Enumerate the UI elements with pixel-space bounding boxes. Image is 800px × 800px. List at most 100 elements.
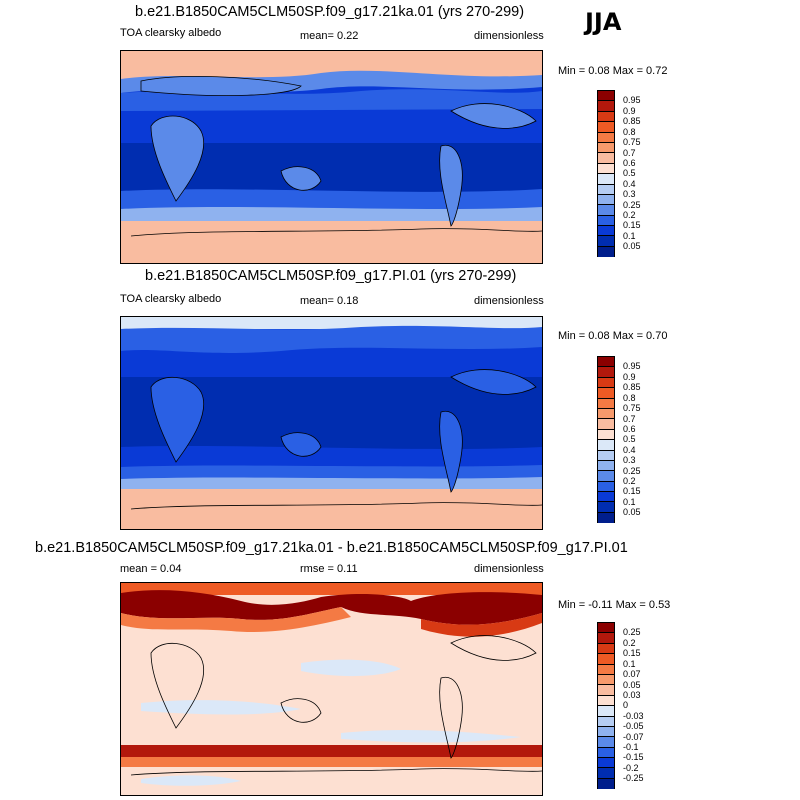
colorbar-tick-label: 0.95 — [623, 95, 641, 105]
colorbar-tick-label: 0.5 — [623, 168, 636, 178]
panel-2-variable: TOA clearsky albedo — [120, 293, 222, 305]
colorbar-tick-label: 0.3 — [623, 455, 636, 465]
colorbar-tick-label: 0.2 — [623, 210, 636, 220]
colorbar-tick-label: 0.25 — [623, 200, 641, 210]
colorbar-tick-label: 0.6 — [623, 158, 636, 168]
colorbar-tick-label: 0.85 — [623, 382, 641, 392]
colorbar-tick-label: 0.25 — [623, 627, 641, 637]
colorbar-swatch — [598, 215, 614, 227]
colorbar-swatch — [598, 726, 614, 738]
colorbar-tick-label: 0.15 — [623, 486, 641, 496]
colorbar-swatch — [598, 226, 614, 237]
colorbar-tick-label: 0.85 — [623, 116, 641, 126]
colorbar-tick-label: 0.4 — [623, 445, 636, 455]
colorbar-tick-label: 0 — [623, 700, 629, 710]
colorbar-tick-label: 0.05 — [623, 507, 641, 517]
panel-3-units: dimensionless — [474, 563, 544, 575]
colorbar-tick-label: -0.1 — [623, 742, 639, 752]
panel-3-colorbar — [597, 622, 615, 790]
colorbar-tick-label: 0.05 — [623, 241, 641, 251]
colorbar-swatch — [598, 440, 614, 451]
colorbar-swatch — [598, 481, 614, 493]
colorbar-tick-label: 0.9 — [623, 372, 636, 382]
colorbar-swatch — [598, 111, 614, 123]
colorbar-tick-label: 0.3 — [623, 189, 636, 199]
colorbar-swatch — [598, 716, 614, 727]
colorbar-tick-label: 0.75 — [623, 137, 641, 147]
colorbar-swatch — [598, 768, 614, 779]
colorbar-tick-label: 0.1 — [623, 659, 636, 669]
colorbar-swatch — [598, 388, 614, 399]
colorbar-swatch — [598, 194, 614, 206]
colorbar-swatch — [598, 492, 614, 503]
colorbar-swatch — [598, 246, 614, 258]
colorbar-tick-label: 0.05 — [623, 680, 641, 690]
panel-2-units: dimensionless — [474, 295, 544, 307]
panel-3-map — [120, 582, 543, 796]
colorbar-swatch — [598, 236, 614, 247]
colorbar-swatch — [598, 758, 614, 769]
colorbar-tick-label: 0.1 — [623, 231, 636, 241]
colorbar-tick-label: 0.2 — [623, 638, 636, 648]
colorbar-swatch — [598, 367, 614, 378]
colorbar-tick-label: 0.1 — [623, 497, 636, 507]
colorbar-tick-label: 0.7 — [623, 414, 636, 424]
colorbar-tick-label: 0.7 — [623, 148, 636, 158]
colorbar-swatch — [598, 122, 614, 133]
panel-2-colorbar — [597, 356, 615, 524]
colorbar-tick-label: -0.25 — [623, 773, 644, 783]
colorbar-tick-label: 0.95 — [623, 361, 641, 371]
colorbar-tick-label: -0.03 — [623, 711, 644, 721]
colorbar-swatch — [598, 685, 614, 696]
panel-3-mean: mean = 0.04 — [120, 563, 182, 575]
panel-1-minmax: Min = 0.08 Max = 0.72 — [558, 65, 668, 77]
colorbar-swatch — [598, 408, 614, 420]
colorbar-tick-label: 0.75 — [623, 403, 641, 413]
panel-2-minmax: Min = 0.08 Max = 0.70 — [558, 330, 668, 342]
colorbar-swatch — [598, 502, 614, 513]
colorbar-swatch — [598, 153, 614, 164]
colorbar-tick-label: 0.15 — [623, 220, 641, 230]
colorbar-swatch — [598, 674, 614, 686]
colorbar-swatch — [598, 460, 614, 472]
colorbar-swatch — [598, 623, 614, 634]
panel-1-map — [120, 50, 543, 264]
colorbar-swatch — [598, 429, 614, 441]
panel-1-units: dimensionless — [474, 30, 544, 42]
colorbar-tick-label: 0.8 — [623, 127, 636, 137]
colorbar-tick-label: 0.4 — [623, 179, 636, 189]
colorbar-tick-label: 0.9 — [623, 106, 636, 116]
panel-2-title: b.e21.B1850CAM5CLM50SP.f09_g17.PI.01 (yr… — [145, 268, 517, 284]
panel-3-rmse: rmse = 0.11 — [300, 563, 358, 575]
colorbar-tick-label: -0.07 — [623, 732, 644, 742]
season-label: JJA — [585, 8, 622, 36]
colorbar-tick-label: 0.5 — [623, 434, 636, 444]
colorbar-swatch — [598, 174, 614, 185]
panel-3-minmax: Min = -0.11 Max = 0.53 — [558, 599, 671, 611]
colorbar-swatch — [598, 778, 614, 790]
panel-1-variable: TOA clearsky albedo — [120, 27, 222, 39]
colorbar-swatch — [598, 450, 614, 461]
colorbar-swatch — [598, 163, 614, 175]
colorbar-tick-label: 0.07 — [623, 669, 641, 679]
colorbar-tick-label: 0.6 — [623, 424, 636, 434]
colorbar-swatch — [598, 706, 614, 717]
colorbar-swatch — [598, 132, 614, 143]
panel-1-title: b.e21.B1850CAM5CLM50SP.f09_g17.21ka.01 (… — [135, 4, 525, 20]
panel-1-mean: mean= 0.22 — [300, 30, 359, 42]
colorbar-tick-label: 0.2 — [623, 476, 636, 486]
colorbar-swatch — [598, 643, 614, 655]
colorbar-swatch — [598, 91, 614, 102]
colorbar-swatch — [598, 398, 614, 409]
panel-2-map — [120, 316, 543, 530]
colorbar-swatch — [598, 184, 614, 195]
colorbar-tick-label: -0.2 — [623, 763, 639, 773]
panel-3-title: b.e21.B1850CAM5CLM50SP.f09_g17.21ka.01 -… — [35, 540, 628, 556]
colorbar-tick-label: 0.25 — [623, 466, 641, 476]
colorbar-swatch — [598, 695, 614, 707]
colorbar-swatch — [598, 471, 614, 482]
colorbar-swatch — [598, 142, 614, 154]
colorbar-swatch — [598, 419, 614, 430]
colorbar-swatch — [598, 654, 614, 665]
colorbar-swatch — [598, 633, 614, 644]
